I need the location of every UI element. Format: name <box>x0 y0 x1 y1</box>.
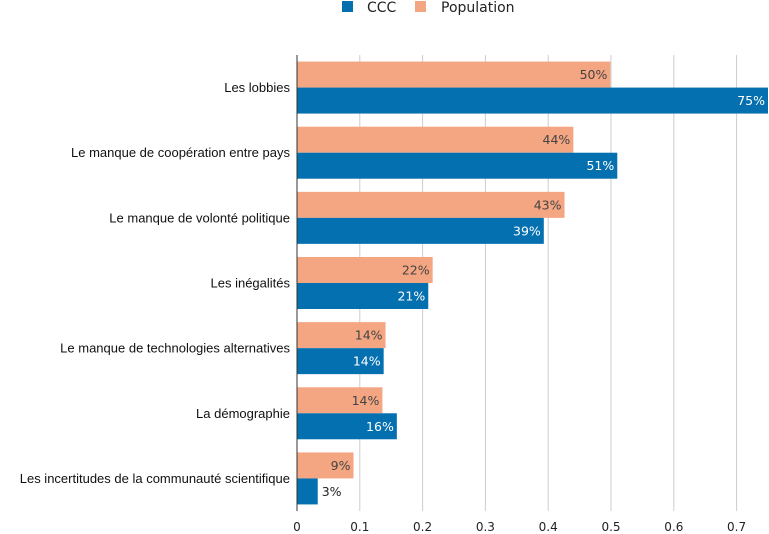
legend-label-ccc: CCC <box>367 0 397 16</box>
category-label: La démographie <box>196 406 290 421</box>
x-tick-label: 0.5 <box>601 520 620 534</box>
bar-population <box>297 126 574 153</box>
data-label-ccc: 21% <box>397 289 425 304</box>
axis: 0 0.1 0.2 0.3 0.4 0.5 0.6 0.7 Les lobbies Le manq… <box>20 55 746 534</box>
data-label-population: 44% <box>543 132 571 147</box>
x-tick-label: 0.7 <box>727 520 746 534</box>
bar-population <box>297 61 611 88</box>
data-label-ccc: 16% <box>366 419 394 434</box>
bar-ccc <box>297 283 429 309</box>
legend-swatch-population <box>415 1 426 12</box>
labels: 50% 75% 44% 51% 43% 39% 22% 21% 14% 14% 14% 16% 9% 3% <box>322 67 765 499</box>
category-label: Les inégalités <box>211 276 291 291</box>
bar-ccc <box>297 478 318 505</box>
data-label-ccc: 75% <box>737 93 765 108</box>
data-label-population: 50% <box>580 67 608 82</box>
data-label-population: 22% <box>402 263 430 278</box>
legend: CCC Population <box>342 0 515 16</box>
category-label: Le manque de coopération entre pays <box>71 145 290 160</box>
bar-population <box>297 322 386 349</box>
x-tick-label: 0.4 <box>539 520 558 534</box>
legend-swatch-ccc <box>342 1 353 12</box>
category-label: Le manque de volonté politique <box>109 210 290 225</box>
data-label-ccc: 3% <box>322 484 342 499</box>
category-label: Les incertitudes de la communauté scient… <box>20 471 290 486</box>
x-tick-label: 0.1 <box>350 520 369 534</box>
data-label-ccc: 51% <box>586 158 614 173</box>
category-label: Les lobbies <box>224 80 290 95</box>
bars <box>297 61 768 505</box>
data-label-population: 9% <box>331 458 351 473</box>
bar-population <box>297 191 565 218</box>
x-tick-label: 0.3 <box>476 520 495 534</box>
data-label-population: 14% <box>352 393 380 408</box>
bar-ccc <box>297 348 384 375</box>
bar-ccc <box>297 87 768 114</box>
bar-ccc <box>297 152 618 179</box>
bar-population <box>297 452 354 479</box>
category-label: Le manque de technologies alternatives <box>60 341 290 356</box>
x-tick-label: 0.6 <box>664 520 683 534</box>
x-tick-label: 0.2 <box>413 520 432 534</box>
data-label-ccc: 39% <box>513 223 541 238</box>
data-label-population: 43% <box>534 197 562 212</box>
bar-ccc <box>297 217 544 244</box>
data-label-ccc: 14% <box>353 354 381 369</box>
bar-ccc <box>297 413 397 440</box>
bar-population <box>297 387 383 414</box>
bar-population <box>297 257 433 283</box>
data-label-population: 14% <box>355 328 383 343</box>
x-tick-label: 0 <box>293 520 301 534</box>
legend-label-population: Population <box>441 0 515 16</box>
